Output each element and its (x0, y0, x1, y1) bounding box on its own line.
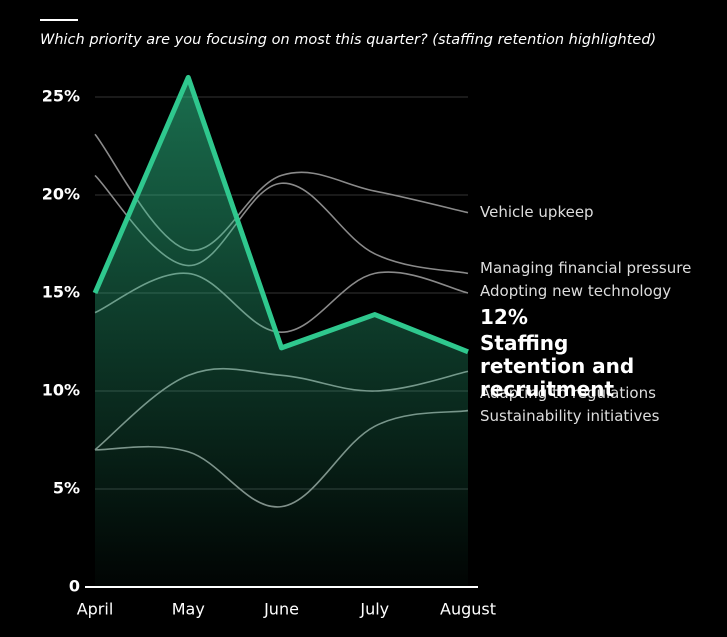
chart-title: Which priority are you focusing on most … (40, 32, 657, 48)
highlight-label: Staffing retention and recruitment (480, 331, 635, 401)
series-label: Vehicle upkeep (480, 203, 594, 221)
series-label: Adopting new technology (480, 282, 672, 300)
x-tick-label: August (440, 600, 496, 619)
highlight-line (92, 74, 469, 355)
y-tick-label: 20% (42, 185, 80, 204)
y-tick-label: 5% (53, 479, 80, 498)
y-tick-label: 25% (42, 87, 80, 106)
x-tick-label: May (172, 600, 205, 619)
series-label: Managing financial pressure (480, 259, 692, 277)
x-tick-label: June (263, 600, 299, 619)
x-tick-label: April (77, 600, 114, 619)
value-label: 12% (480, 305, 528, 329)
series-label: Adapting to regulations (480, 384, 656, 402)
series-label: Sustainability initiatives (480, 407, 660, 425)
y-tick-label: 15% (42, 283, 80, 302)
y-tick-label: 0 (69, 577, 80, 596)
y-tick-label: 10% (42, 381, 80, 400)
x-tick-label: July (359, 600, 389, 619)
area (95, 77, 468, 588)
